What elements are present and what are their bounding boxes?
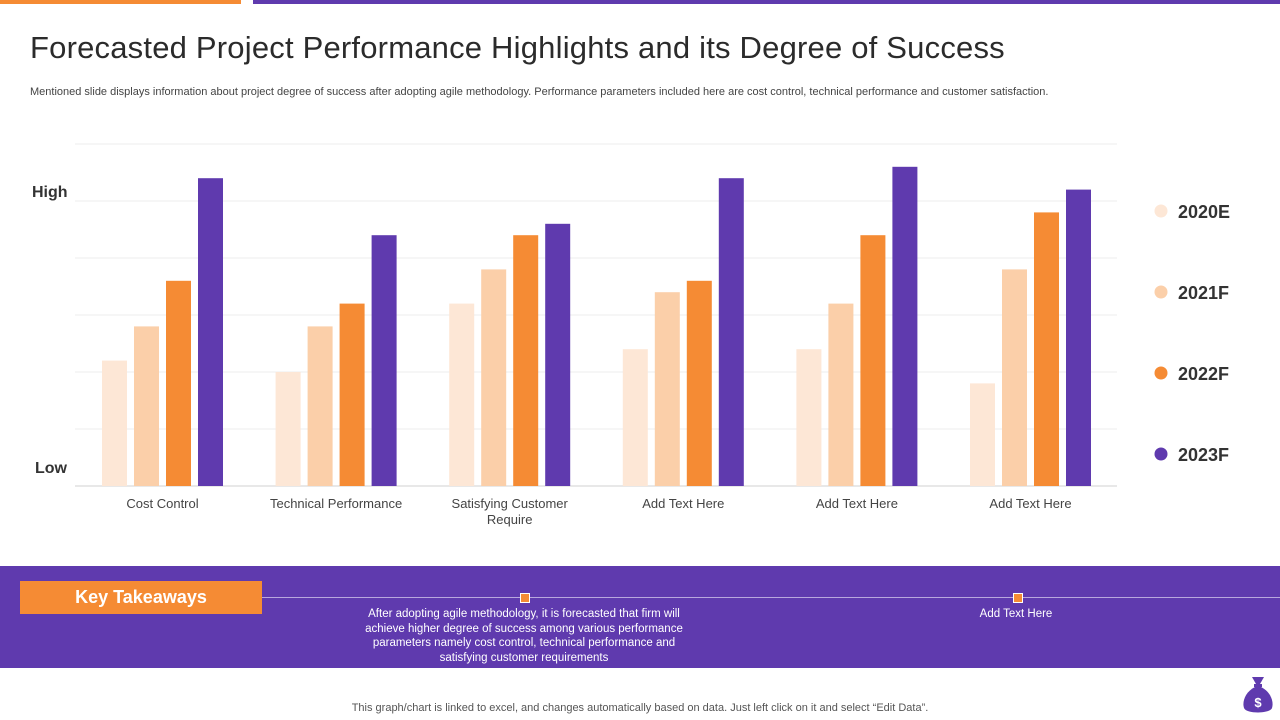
bar-2023f-4[interactable] [892,166,918,487]
bar-2021f-0[interactable] [134,326,159,486]
chart-legend: 2020E 2021F 2022F 2023F [1154,202,1230,465]
takeaway-timeline-line [262,597,1280,598]
chart-gridlines [75,143,1117,487]
bar-2022f-3[interactable] [686,280,712,486]
takeaway-text-2: Add Text Here [979,608,1053,620]
bar-2023f-1[interactable] [371,235,397,486]
legend-swatch-2022f [1154,366,1168,380]
bar-2020e-4[interactable] [796,349,822,486]
takeaway-marker-2 [1013,593,1023,603]
legend-swatch-2020e [1154,204,1168,218]
x-tick-label-2: Satisfying Customer Require [452,496,569,527]
legend-label-2020e: 2020E [1178,202,1230,222]
legend-label-2021f: 2021F [1178,283,1229,303]
chart-bars [102,166,1091,487]
bar-2021f-2[interactable] [481,269,507,486]
bar-2021f-3[interactable] [654,292,680,486]
page-title: Forecasted Project Performance Highlight… [30,30,1005,65]
bar-chart[interactable]: Cost Control Technical Performance Satisfy… [0,0,1280,560]
legend-label-2022f: 2022F [1178,364,1229,384]
bar-2021f-5[interactable] [1002,269,1027,486]
y-axis-low-label: Low [35,460,68,477]
x-tick-label-4: Add Text Here [816,496,898,511]
bar-2020e-3[interactable] [622,349,648,486]
bar-2023f-5[interactable] [1066,189,1091,486]
svg-text:$: $ [1254,695,1262,710]
top-accent-bar-orange [0,0,241,4]
footer-note: This graph/chart is linked to excel, and… [0,702,1280,714]
bar-2022f-2[interactable] [513,235,539,486]
bar-2022f-1[interactable] [339,303,365,486]
y-axis-high-label: High [32,184,68,201]
bar-2021f-4[interactable] [828,303,854,486]
legend-swatch-2021f [1154,285,1168,299]
bar-2022f-0[interactable] [166,280,191,486]
bar-2020e-5[interactable] [970,383,995,486]
chart-x-labels: Cost Control Technical Performance Satisfy… [126,496,1071,527]
key-takeaways-label: Key Takeaways [20,581,262,614]
money-bag-icon: $ [1243,677,1273,713]
bar-2020e-0[interactable] [102,360,127,486]
legend-label-2023f: 2023F [1178,445,1229,465]
x-tick-label-5: Add Text Here [989,496,1071,511]
key-takeaways-band: Key Takeaways After adopting agile metho… [0,566,1280,668]
bar-2021f-1[interactable] [307,326,333,486]
bar-2020e-1[interactable] [275,372,301,486]
x-tick-label-3: Add Text Here [642,496,724,511]
bar-2020e-2[interactable] [449,303,475,486]
bar-2022f-5[interactable] [1034,212,1059,486]
bar-2023f-0[interactable] [198,178,223,486]
legend-swatch-2023f [1154,447,1168,461]
x-tick-label-1: Technical Performance [270,496,402,511]
bar-2022f-4[interactable] [860,235,886,486]
x-tick-label-0: Cost Control [126,496,198,511]
top-accent-bar-purple [253,0,1280,4]
bar-2023f-3[interactable] [718,178,744,486]
takeaway-marker-1 [520,593,530,603]
footer-note-text: This graph/chart is linked to excel, and… [351,702,929,714]
takeaway-text-1: After adopting agile methodology, it is … [365,608,683,664]
page-subtitle: Mentioned slide displays information abo… [30,86,1049,98]
bar-2023f-2[interactable] [545,223,571,487]
